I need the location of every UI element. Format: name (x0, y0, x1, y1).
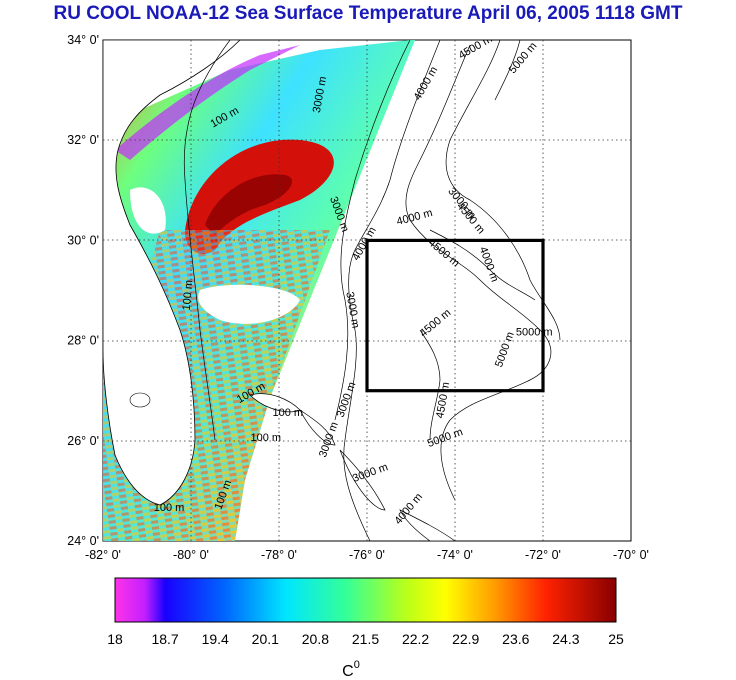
longitude-tick-label: -70° 0' (613, 548, 649, 562)
contour-label: 100 m (251, 432, 282, 444)
chart-title: RU COOL NOAA-12 Sea Surface Temperature … (53, 3, 683, 24)
contour-label: 100 m (154, 502, 185, 514)
longitude-tick-label: -74° 0' (437, 548, 473, 562)
latitude-tick-label: 24° 0' (67, 534, 99, 548)
longitude-tick-label: -82° 0' (85, 548, 121, 562)
longitude-tick-label: -80° 0' (173, 548, 209, 562)
longitude-tick-label: -78° 0' (261, 548, 297, 562)
colorbar-tick-label: 24.3 (552, 631, 579, 647)
colorbar-tick-label: 22.9 (452, 631, 479, 647)
florida-land (103, 40, 241, 506)
longitude-tick-label: -76° 0' (349, 548, 385, 562)
colorbar-tick-label: 22.2 (402, 631, 429, 647)
cold-coastal-band (115, 45, 300, 160)
latitude-tick-label: 30° 0' (67, 233, 99, 247)
colorbar-tick-label: 25 (608, 631, 624, 647)
latitude-tick-label: 28° 0' (67, 334, 99, 348)
longitude-tick-label: -72° 0' (525, 548, 561, 562)
colorbar-tick-label: 20.8 (302, 631, 329, 647)
colorbar-tick-label: 21.5 (352, 631, 379, 647)
colorbar-tick-label: 23.6 (502, 631, 529, 647)
latitude-labels: 34° 0' 32° 0' 30° 0' 28° 0' 26° 0' 24° 0' (67, 33, 99, 548)
contour-label: 100 m (181, 279, 196, 311)
colorbar-tick-label: 20.1 (252, 631, 279, 647)
contour-label: 100 m (273, 407, 304, 419)
latitude-tick-label: 26° 0' (67, 434, 99, 448)
colorbar-unit: C0 (342, 659, 360, 680)
latitude-tick-label: 32° 0' (67, 133, 99, 147)
longitude-labels: -82° 0' -80° 0' -78° 0' -76° 0' -74° 0' -72° … (85, 548, 649, 562)
colorbar-tick-label: 18 (107, 631, 123, 647)
colorbar (114, 577, 617, 623)
colorbar-tick-label: 18.7 (151, 631, 178, 647)
study-area-box (365, 238, 545, 393)
bathymetry-contours (183, 40, 561, 541)
colorbar-ticks: 18 18.7 19.4 20.1 20.8 21.5 22.2 22.9 23.6 24.3 25 (107, 631, 624, 647)
latitude-tick-label: 34° 0' (67, 33, 99, 47)
colorbar-tick-label: 19.4 (202, 631, 229, 647)
contour-label: 5000 m (516, 327, 553, 339)
